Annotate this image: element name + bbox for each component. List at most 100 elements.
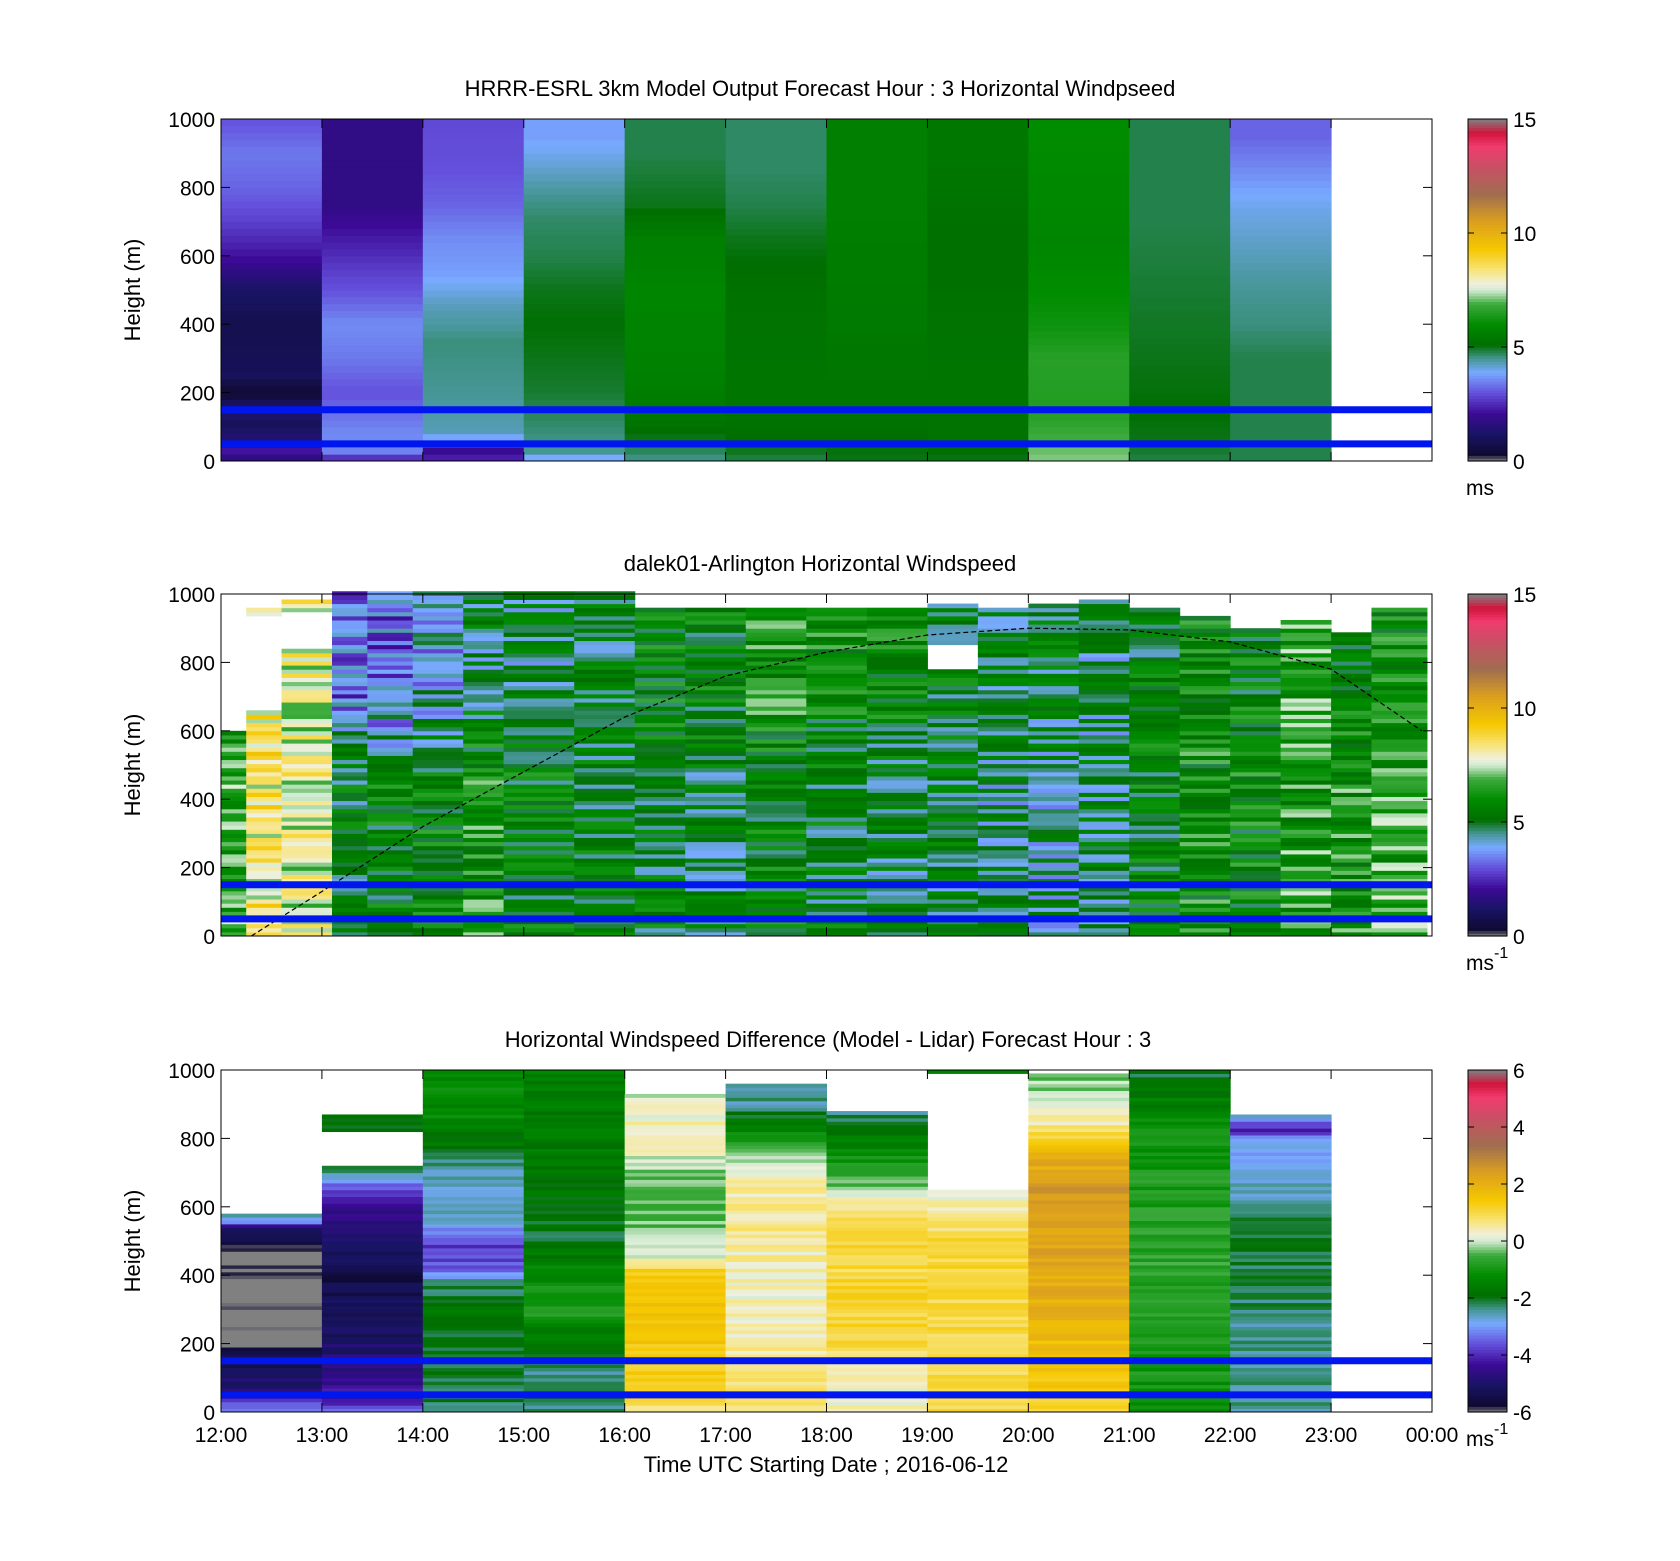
difference-cell [1230,1264,1332,1269]
lidar-cell [412,607,464,613]
difference-cell [624,1176,727,1180]
colorbar-segment [1468,458,1507,462]
lidar-cell [1028,628,1080,633]
difference-cell [826,1155,928,1160]
difference-cell [523,1319,626,1324]
model-cell [1129,296,1231,305]
difference-cell [927,1388,1029,1392]
lidar-cell [246,739,283,744]
panel-difference-title: Horizontal Windspeed Difference (Model -… [505,1027,1151,1052]
lidar-cell [1280,644,1332,650]
lidar-cell [246,796,283,802]
colorbar-segment [1468,856,1507,860]
model-cell [1129,365,1231,373]
difference-cell [1129,1179,1231,1184]
model-cell [1028,262,1130,270]
model-cell [221,365,323,373]
difference-cell [725,1199,827,1204]
lidar-cell [1280,874,1332,880]
lidar-cell [1179,697,1231,703]
difference-cell [624,1367,727,1372]
lidar-cell [1230,710,1282,715]
model-cell [927,344,1029,353]
lidar-cell [1331,825,1372,830]
lidar-cell [1129,788,1181,793]
lidar-cell [1230,677,1282,683]
difference-cell [523,1124,626,1129]
y-tick-label: 1000 [168,584,215,607]
lidar-cell [1129,911,1181,916]
lidar-cell [806,743,868,748]
lidar-cell [412,923,464,929]
lidar-cell [246,611,283,617]
colorbar-segment [1468,184,1507,188]
lidar-cell [806,697,868,703]
difference-cell [523,1244,626,1249]
lidar-cell [927,800,979,806]
difference-cell [422,1217,525,1221]
lidar-cell [412,911,464,916]
lidar-cell [1230,858,1282,863]
lidar-cell [367,816,414,822]
lidar-cell [463,907,505,912]
lidar-cell [1129,886,1181,892]
lidar-cell [463,656,505,662]
model-cell [927,173,1029,182]
difference-cell [422,1350,525,1355]
lidar-cell [367,829,414,834]
difference-cell [927,1275,1029,1280]
difference-cell [1129,1377,1231,1382]
lidar-cell [806,886,868,892]
lidar-cell [1028,714,1080,719]
lidar-cell [1028,673,1080,678]
lidar-cell [412,624,464,629]
lidar-cell [1179,775,1231,781]
lidar-cell [977,624,1029,629]
y-tick-label: 1000 [168,1060,215,1083]
model-cell [1129,324,1231,332]
colorbar-segment [1468,770,1507,775]
lidar-cell [1280,751,1332,756]
difference-cell [422,1107,525,1112]
lidar-cell [1028,899,1080,904]
model-cell [422,235,525,243]
colorbar-segment [1468,324,1507,328]
model-cell [1028,119,1130,127]
model-cell [321,125,424,134]
difference-cell [321,1295,424,1300]
lidar-cell [463,693,505,699]
colorbar-segment [1468,1169,1507,1174]
lidar-cell [1078,644,1130,650]
difference-cell [523,1377,626,1382]
lidar-cell [463,862,505,867]
model-cell [624,276,727,284]
lidar-cell [866,804,928,810]
difference-cell [826,1333,928,1338]
colorbar-segment [1468,221,1507,226]
difference-cell [422,1316,525,1321]
model-cell [1129,201,1231,209]
difference-cell [624,1319,727,1324]
difference-cell [221,1408,323,1413]
colorbar-segment [1468,235,1507,240]
colorbar-tick-label: 4 [1513,1117,1525,1140]
lidar-cell [1371,903,1428,908]
difference-cell [725,1210,827,1215]
colorbar-segment [1468,1121,1507,1125]
lidar-cell [685,718,747,724]
model-cell [221,392,323,400]
lidar-cell [221,894,247,900]
lidar-cell [745,821,807,826]
lidar-cell [503,624,575,629]
lidar-cell [1371,640,1428,646]
model-cell [826,372,928,380]
difference-cell [523,1347,626,1351]
lidar-cell [332,771,368,777]
lidar-cell [221,743,247,748]
lidar-cell [1129,796,1181,802]
lidar-cell [745,710,807,715]
model-cell [422,426,525,435]
lidar-cell [806,866,868,871]
lidar-cell [281,706,333,711]
model-cell [927,194,1029,202]
